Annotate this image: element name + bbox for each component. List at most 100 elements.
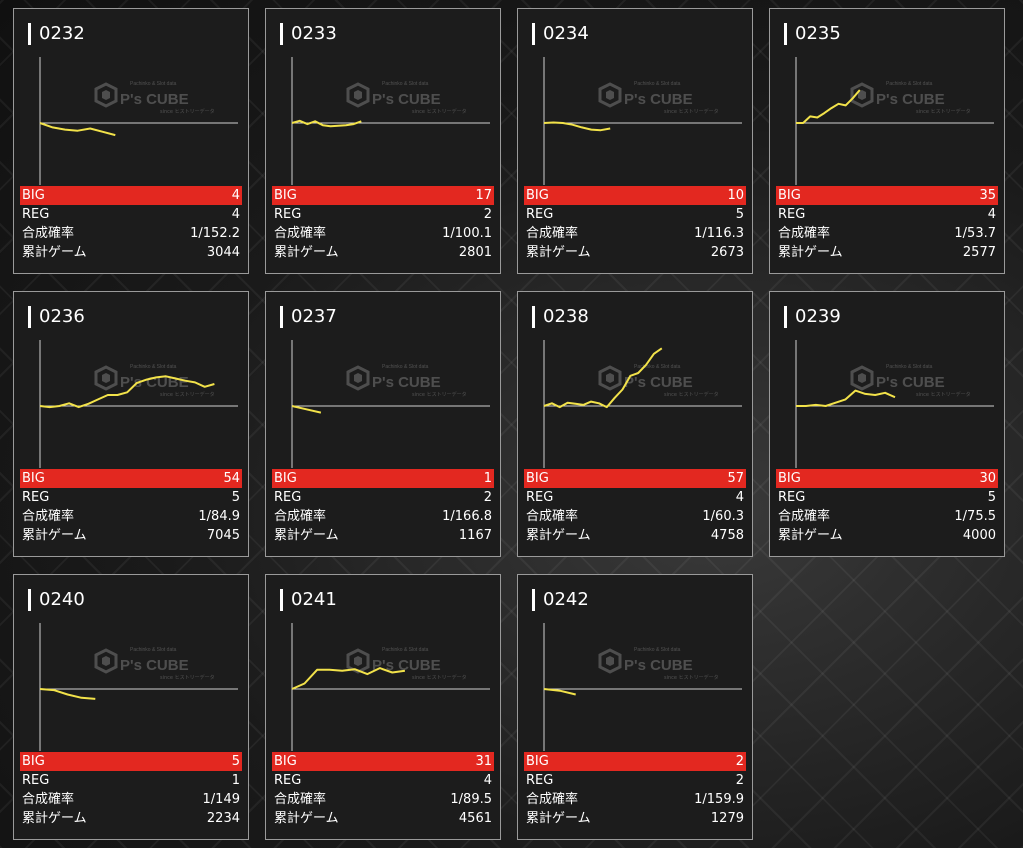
big-label: BIG (526, 188, 549, 203)
games-value: 4758 (710, 528, 744, 543)
stats-table: BIG 5 REG 1 合成確率 1/149 累計ゲーム 2234 (20, 752, 242, 828)
watermark-sub: Pachinko & Slot data (634, 364, 681, 370)
games-row: 累計ゲーム 2577 (776, 243, 998, 262)
prob-row: 合成確率 1/152.2 (20, 224, 242, 243)
machine-card-0235[interactable]: 0235 P's CUBE Pachinko & Slot data since… (769, 8, 1005, 274)
games-label: 累計ゲーム (526, 245, 591, 260)
prob-row: 合成確率 1/116.3 (524, 224, 746, 243)
big-count: 31 (475, 754, 492, 769)
prob-row: 合成確率 1/89.5 (272, 790, 494, 809)
watermark-sub: Pachinko & Slot data (130, 647, 177, 653)
prob-row: 合成確率 1/60.3 (524, 507, 746, 526)
watermark-brand: P's CUBE (624, 374, 693, 391)
reg-label: REG (22, 490, 50, 505)
reg-row: REG 4 (524, 488, 746, 507)
big-count: 10 (727, 188, 744, 203)
big-label: BIG (22, 754, 45, 769)
prob-value: 1/84.9 (198, 509, 240, 524)
watermark-logo: P's CUBE Pachinko & Slot data since ヒストリ… (346, 364, 467, 398)
reg-label: REG (526, 207, 554, 222)
big-count: 4 (231, 188, 240, 203)
games-label: 累計ゲーム (274, 528, 339, 543)
big-row: BIG 35 (776, 186, 998, 205)
watermark-brand: P's CUBE (372, 657, 441, 674)
watermark-brand: P's CUBE (120, 657, 189, 674)
reg-count: 1 (231, 773, 240, 788)
reg-count: 5 (231, 490, 240, 505)
reg-label: REG (526, 773, 554, 788)
prob-row: 合成確率 1/159.9 (524, 790, 746, 809)
slump-graph: P's CUBE Pachinko & Slot data since ヒストリ… (291, 623, 490, 751)
watermark-sub: Pachinko & Slot data (634, 647, 681, 653)
reg-count: 5 (735, 207, 744, 222)
reg-count: 4 (483, 773, 492, 788)
machine-number: 0235 (784, 23, 841, 45)
prob-label: 合成確率 (22, 792, 75, 807)
reg-row: REG 5 (776, 488, 998, 507)
watermark-sub2: since ヒストリーデータ (412, 391, 467, 398)
machine-card-0232[interactable]: 0232 P's CUBE Pachinko & Slot data since… (13, 8, 249, 274)
slump-line (291, 119, 362, 128)
stats-table: BIG 35 REG 4 合成確率 1/53.7 累計ゲーム 2577 (776, 186, 998, 262)
slump-line (543, 121, 611, 132)
reg-label: REG (274, 207, 302, 222)
slump-graph: P's CUBE Pachinko & Slot data since ヒストリ… (795, 340, 994, 468)
big-count: 17 (475, 188, 492, 203)
slump-graph: P's CUBE Pachinko & Slot data since ヒストリ… (543, 340, 742, 468)
prob-value: 1/89.5 (450, 792, 492, 807)
watermark-sub2: since ヒストリーデータ (160, 391, 215, 398)
stats-table: BIG 57 REG 4 合成確率 1/60.3 累計ゲーム 4758 (524, 469, 746, 545)
machine-card-0236[interactable]: 0236 P's CUBE Pachinko & Slot data since… (13, 291, 249, 557)
slump-line (291, 667, 406, 690)
watermark-sub: Pachinko & Slot data (382, 364, 429, 370)
machine-card-0234[interactable]: 0234 P's CUBE Pachinko & Slot data since… (517, 8, 753, 274)
reg-label: REG (778, 207, 806, 222)
reg-label: REG (22, 773, 50, 788)
watermark-sub: Pachinko & Slot data (886, 81, 933, 87)
slump-line (796, 89, 861, 124)
machine-number: 0233 (280, 23, 337, 45)
watermark-logo: P's CUBE Pachinko & Slot data since ヒストリ… (850, 364, 971, 398)
prob-value: 1/60.3 (702, 509, 744, 524)
big-count: 35 (979, 188, 996, 203)
stats-table: BIG 1 REG 2 合成確率 1/166.8 累計ゲーム 1167 (272, 469, 494, 545)
machine-card-0237[interactable]: 0237 P's CUBE Pachinko & Slot data since… (265, 291, 501, 557)
machine-card-0233[interactable]: 0233 P's CUBE Pachinko & Slot data since… (265, 8, 501, 274)
games-label: 累計ゲーム (778, 528, 843, 543)
big-row: BIG 4 (20, 186, 242, 205)
games-value: 2234 (206, 811, 240, 826)
machine-card-0242[interactable]: 0242 P's CUBE Pachinko & Slot data since… (517, 574, 753, 840)
machine-card-0241[interactable]: 0241 P's CUBE Pachinko & Slot data since… (265, 574, 501, 840)
machine-card-0239[interactable]: 0239 P's CUBE Pachinko & Slot data since… (769, 291, 1005, 557)
watermark-logo: P's CUBE Pachinko & Slot data since ヒストリ… (598, 81, 719, 115)
big-count: 5 (231, 754, 240, 769)
slump-graph: P's CUBE Pachinko & Slot data since ヒストリ… (39, 57, 238, 185)
watermark-sub: Pachinko & Slot data (130, 364, 177, 370)
machine-number: 0236 (28, 306, 85, 328)
machine-card-0238[interactable]: 0238 P's CUBE Pachinko & Slot data since… (517, 291, 753, 557)
big-count: 30 (979, 471, 996, 486)
big-label: BIG (274, 471, 297, 486)
prob-label: 合成確率 (22, 509, 75, 524)
watermark-brand: P's CUBE (876, 374, 945, 391)
big-label: BIG (526, 471, 549, 486)
games-value: 1167 (458, 528, 492, 543)
big-label: BIG (778, 471, 801, 486)
watermark-logo: P's CUBE Pachinko & Slot data since ヒストリ… (598, 364, 719, 398)
machine-number: 0242 (532, 589, 589, 611)
reg-row: REG 4 (272, 771, 494, 790)
games-label: 累計ゲーム (526, 811, 591, 826)
machine-number: 0234 (532, 23, 589, 45)
watermark-logo: P's CUBE Pachinko & Slot data since ヒストリ… (346, 647, 467, 681)
games-row: 累計ゲーム 2801 (272, 243, 494, 262)
big-row: BIG 30 (776, 469, 998, 488)
reg-label: REG (274, 773, 302, 788)
watermark-sub: Pachinko & Slot data (382, 81, 429, 87)
slump-line (796, 389, 896, 407)
games-label: 累計ゲーム (22, 811, 87, 826)
stats-table: BIG 30 REG 5 合成確率 1/75.5 累計ゲーム 4000 (776, 469, 998, 545)
machine-card-0240[interactable]: 0240 P's CUBE Pachinko & Slot data since… (13, 574, 249, 840)
watermark-brand: P's CUBE (624, 657, 693, 674)
reg-label: REG (526, 490, 554, 505)
big-label: BIG (274, 188, 297, 203)
